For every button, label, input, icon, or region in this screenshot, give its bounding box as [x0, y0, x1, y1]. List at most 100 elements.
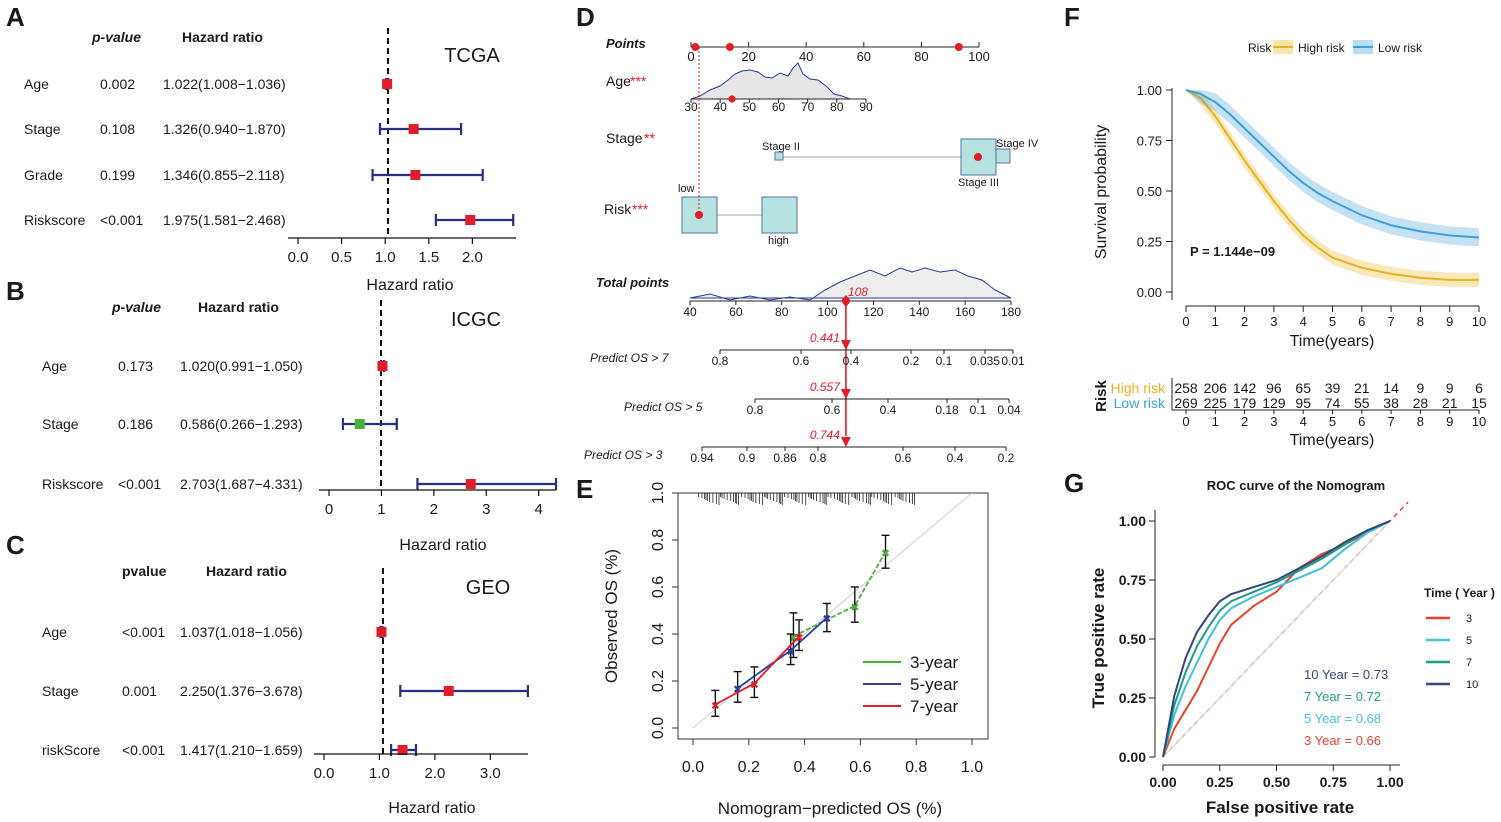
km-risktable-xtick-label-6: 6 [1358, 414, 1365, 429]
roc-series-10-curve [1162, 520, 1391, 758]
nomo-pred-1-value: 0.557 [810, 380, 841, 394]
nomo-pred-1-marker [840, 389, 851, 399]
nomo-total-tick-label-6: 160 [955, 305, 975, 319]
km-risktable-1-count-8: 28 [1413, 395, 1429, 411]
km-risktable-xtick-label-7: 7 [1387, 414, 1394, 429]
calib-xtick-label-2: 0.4 [793, 759, 815, 776]
forest-b-row-1-var: Stage [42, 416, 79, 432]
calib-ytick-label-2: 0.4 [650, 623, 667, 645]
km-series-1-ci-band [1186, 90, 1479, 247]
roc-legend-3-label: 3 [1466, 613, 1472, 625]
forest-a-row-0-hr: 1.022(1.008−1.036) [163, 76, 286, 92]
forest-c-row-0-hr: 1.037(1.018−1.056) [180, 624, 303, 640]
nomo-stage-level-iii: Stage III [958, 177, 999, 189]
calib-series-3-year-point-0: ✖ [789, 632, 798, 644]
calib-series-5-year-point-0: ✖ [733, 684, 742, 696]
forest-c-row-0-var: Age [42, 624, 67, 640]
nomo-pred-2-tick-label-5: 0.4 [947, 451, 964, 465]
roc-auc-5: 5 Year = 0.68 [1304, 711, 1381, 726]
forest-b-row-2-var: Riskscore [42, 476, 104, 492]
nomo-points-label: Points [606, 36, 646, 51]
forest-a-row-2-point [410, 170, 421, 180]
forest-c-row-0-p: <0.001 [122, 624, 165, 640]
forest-b-row-1-hr: 0.586(0.266−1.293) [180, 416, 303, 432]
nomo-stage-level-iv: Stage IV [996, 138, 1039, 150]
km-risktable-0-count-0: 258 [1174, 380, 1198, 396]
forest-c-row-1-point [443, 686, 454, 696]
nomo-pred-1-tick-label-2: 0.4 [880, 403, 897, 417]
forest-b-tick-label-2: 2 [430, 501, 438, 518]
nomo-total-tick-label-0: 40 [683, 305, 697, 319]
forest-c-col-hr: Hazard ratio [206, 563, 287, 579]
km-ytick-label-0: 0.00 [1137, 285, 1162, 300]
forest-a-col-hr: Hazard ratio [182, 29, 263, 45]
km-xtick-label-2: 2 [1241, 314, 1248, 329]
nomo-pred-0-tick-label-1: 0.6 [793, 354, 810, 368]
calib-xtick-label-1: 0.2 [738, 759, 760, 776]
nomo-stage-label: Stage [606, 130, 643, 146]
nomo-risk-level-high: high [768, 235, 789, 247]
nomo-pred-2-label: Predict OS > 3 [584, 448, 663, 462]
km-xtick-label-9: 9 [1446, 314, 1453, 329]
nomo-pred-1-tick-label-4: 0.1 [970, 403, 987, 417]
forest-b-row-0-var: Age [42, 358, 67, 374]
km-risktable-1-name: Low risk [1114, 395, 1166, 411]
nomo-total-value: 108 [848, 285, 868, 299]
nomo-points-tick-label-1: 20 [741, 49, 755, 64]
forest-c-title: GEO [466, 577, 510, 599]
km-risktable-0-count-1: 206 [1204, 380, 1228, 396]
forest-b-row-1-point [354, 419, 365, 429]
nomo-points-marker-1 [725, 43, 734, 51]
calib-ylabel: Observed OS (%) [602, 549, 621, 683]
panel-letter-a: A [6, 2, 25, 32]
nomo-total-tick-label-4: 120 [863, 305, 883, 319]
km-xtick-label-7: 7 [1387, 314, 1394, 329]
nomo-age-label: Age [606, 73, 631, 89]
nomo-stage-box-iv [995, 148, 1011, 164]
roc-series-7-curve [1162, 520, 1391, 758]
km-xtick-label-1: 1 [1212, 314, 1219, 329]
calib-xlabel: Nomogram−predicted OS (%) [718, 799, 942, 818]
nomo-pred-2-value: 0.744 [810, 428, 840, 442]
calib-series-3-year-point-1: ✖ [850, 602, 859, 614]
forest-a-row-1-hr: 1.326(0.940−1.870) [163, 121, 286, 137]
panel-letter-b: B [6, 276, 25, 306]
calib-series-7-year-point-1: ✖ [750, 679, 759, 691]
nomo-total-label: Total points [596, 275, 669, 290]
km-risktable-1-count-0: 269 [1174, 395, 1198, 411]
nomo-risk-label: Risk [604, 201, 632, 217]
roc-ylabel: True positive rate [1089, 568, 1108, 709]
km-risktable-0-name: High risk [1111, 380, 1166, 396]
roc-auc-3: 3 Year = 0.66 [1304, 733, 1381, 748]
nomo-age-tick-label-5: 80 [830, 100, 844, 114]
km-legend-title: Risk [1248, 41, 1272, 55]
km-risktable-xtick-label-0: 0 [1182, 414, 1189, 429]
nomo-stage-box-iii [960, 138, 997, 176]
km-risktable-1-count-9: 21 [1442, 395, 1458, 411]
forest-b-row-1-p: 0.186 [118, 416, 153, 432]
calib-series-7-year-point-2: ✖ [794, 632, 803, 644]
forest-a-tick-label-2: 1.0 [375, 249, 396, 266]
nomo-pred-1-tick-label-0: 0.8 [747, 403, 764, 417]
forest-b-tick-label-0: 0 [325, 501, 333, 518]
km-risktable-0-count-5: 39 [1325, 380, 1341, 396]
nomo-age-tick-label-3: 60 [772, 100, 786, 114]
nomo-pred-0-value: 0.441 [810, 331, 840, 345]
nomo-stage-marker [974, 153, 982, 161]
nomo-pred-0-marker [840, 340, 851, 350]
panel-letter-c: C [6, 530, 25, 560]
forest-a-tick-label-3: 1.5 [418, 249, 439, 266]
forest-b-tick-label-1: 1 [377, 501, 385, 518]
roc-legend-10-label: 10 [1466, 679, 1478, 691]
nomo-age-stars: *** [630, 73, 647, 89]
forest-c-row-1-var: Stage [42, 683, 79, 699]
calib-xtick-label-4: 0.8 [905, 759, 927, 776]
km-ytick-label-4: 1.00 [1137, 83, 1162, 98]
nomo-age-tick-label-0: 30 [684, 100, 698, 114]
km-ylabel: Survival probability [1093, 125, 1110, 259]
nomo-stage-level-ii: Stage II [762, 141, 800, 153]
calib-series-3-year-line [793, 551, 887, 638]
forest-a-row-3-p: <0.001 [100, 212, 143, 228]
forest-a-col-p: p-value [91, 29, 141, 45]
